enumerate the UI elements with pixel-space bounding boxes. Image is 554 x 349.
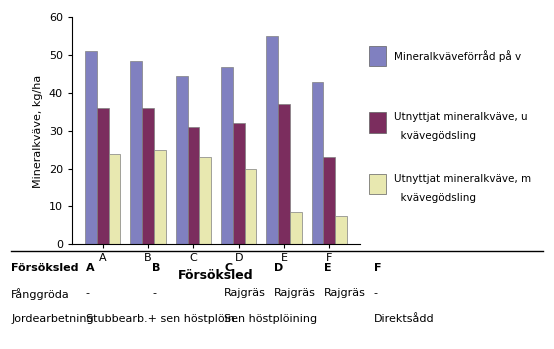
X-axis label: Försöksled: Försöksled: [178, 269, 254, 282]
Text: Rajgräs: Rajgräs: [224, 288, 266, 298]
Bar: [97, 108, 109, 244]
Text: Jordearbetning: Jordearbetning: [11, 314, 94, 324]
Bar: [85, 51, 97, 244]
Bar: [109, 154, 120, 244]
Bar: [187, 127, 199, 244]
Bar: [245, 169, 257, 244]
Text: Försöksled: Försöksled: [11, 263, 79, 274]
Text: Sen höstplöining: Sen höstplöining: [224, 314, 317, 324]
Bar: [324, 157, 335, 244]
Text: Mineralkväveförråd på v: Mineralkväveförråd på v: [394, 50, 521, 62]
Text: Utnyttjat mineralkväve, m: Utnyttjat mineralkväve, m: [394, 174, 531, 184]
Text: E: E: [324, 263, 332, 274]
Text: Direktsådd: Direktsådd: [374, 314, 434, 324]
Text: kvävegödsling: kvävegödsling: [394, 193, 476, 203]
Y-axis label: Mineralkväve, kg/ha: Mineralkväve, kg/ha: [33, 74, 43, 187]
Text: -: -: [152, 288, 156, 298]
Text: Rajgräs: Rajgräs: [324, 288, 366, 298]
Bar: [176, 76, 187, 244]
Bar: [312, 82, 324, 244]
Bar: [233, 123, 245, 244]
Text: A: A: [86, 263, 95, 274]
Bar: [370, 46, 386, 66]
Text: C: C: [224, 263, 233, 274]
Bar: [221, 67, 233, 244]
Bar: [142, 108, 154, 244]
Bar: [370, 174, 386, 194]
Text: Fånggröda: Fånggröda: [11, 288, 70, 300]
Bar: [335, 216, 347, 244]
Bar: [290, 212, 302, 244]
Text: Stubbearb.+ sen höstplöin.: Stubbearb.+ sen höstplöin.: [86, 314, 238, 324]
Bar: [278, 104, 290, 244]
Bar: [266, 36, 278, 244]
Bar: [370, 112, 386, 133]
Text: D: D: [274, 263, 284, 274]
Text: B: B: [152, 263, 161, 274]
Text: -: -: [374, 288, 378, 298]
Bar: [199, 157, 211, 244]
Text: F: F: [374, 263, 382, 274]
Bar: [130, 61, 142, 244]
Text: Utnyttjat mineralkväve, u: Utnyttjat mineralkväve, u: [394, 112, 527, 122]
Text: Rajgräs: Rajgräs: [274, 288, 316, 298]
Bar: [154, 150, 166, 244]
Text: -: -: [86, 288, 90, 298]
Text: kvävegödsling: kvävegödsling: [394, 131, 476, 141]
